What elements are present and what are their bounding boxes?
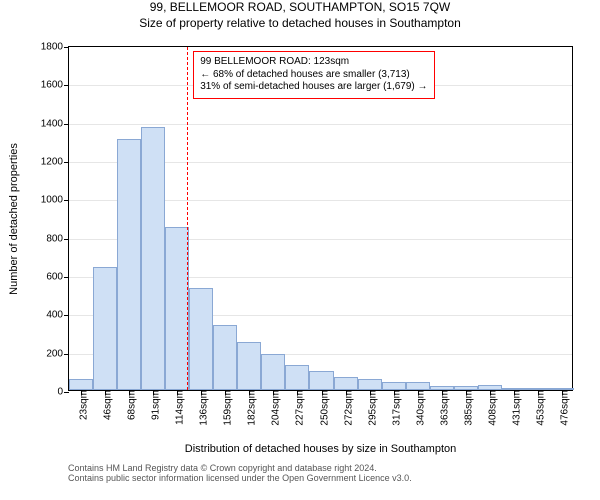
y-tick-label: 400 [46, 310, 69, 321]
x-tick-label: 250sqm [313, 390, 330, 426]
annotation-line: ← 68% of detached houses are smaller (3,… [200, 69, 427, 82]
x-tick-label: 23sqm [73, 390, 90, 420]
x-tick-label: 476sqm [553, 390, 570, 426]
histogram-bar [358, 379, 382, 391]
histogram-bar [213, 325, 237, 390]
histogram-bar [165, 227, 189, 390]
histogram-bar [237, 342, 261, 390]
x-tick-label: 453sqm [529, 390, 546, 426]
x-tick-label: 431sqm [505, 390, 522, 426]
x-tick-label: 227sqm [289, 390, 306, 426]
chart-title: 99, BELLEMOOR ROAD, SOUTHAMPTON, SO15 7Q… [0, 0, 600, 16]
chart-subtitle: Size of property relative to detached ho… [0, 16, 600, 32]
x-tick-label: 68sqm [121, 390, 138, 420]
histogram-bar [406, 382, 430, 390]
y-tick-label: 200 [46, 348, 69, 359]
x-tick-label: 204sqm [265, 390, 282, 426]
reference-line [187, 47, 188, 390]
y-tick-label: 800 [46, 233, 69, 244]
histogram-bar [285, 365, 309, 390]
x-tick-label: 317sqm [385, 390, 402, 426]
x-tick-label: 340sqm [409, 390, 426, 426]
chart-plot-area: 02004006008001000120014001600180023sqm46… [68, 46, 573, 391]
footer-line-2: Contains public sector information licen… [68, 473, 412, 483]
annotation-line: 99 BELLEMOOR ROAD: 123sqm [200, 56, 427, 69]
x-tick-label: 159sqm [217, 390, 234, 426]
histogram-bar [93, 267, 117, 390]
histogram-bar [117, 139, 141, 390]
annotation-line: 31% of semi-detached houses are larger (… [200, 81, 427, 94]
x-tick-label: 136sqm [193, 390, 210, 426]
x-tick-label: 295sqm [361, 390, 378, 426]
footer-attribution: Contains HM Land Registry data © Crown c… [68, 463, 412, 483]
histogram-bar [334, 377, 358, 390]
x-axis-title: Distribution of detached houses by size … [68, 443, 573, 455]
histogram-bar [189, 288, 213, 390]
y-tick-label: 1600 [41, 80, 69, 91]
annotation-box: 99 BELLEMOOR ROAD: 123sqm← 68% of detach… [193, 51, 434, 99]
histogram-bar [309, 371, 333, 390]
histogram-bar [69, 379, 93, 391]
y-tick-label: 1000 [41, 195, 69, 206]
y-tick-label: 1800 [41, 42, 69, 53]
x-tick-label: 385sqm [457, 390, 474, 426]
y-tick-label: 0 [57, 387, 69, 398]
x-tick-label: 363sqm [433, 390, 450, 426]
x-tick-label: 408sqm [481, 390, 498, 426]
y-tick-label: 1400 [41, 118, 69, 129]
x-tick-label: 182sqm [241, 390, 258, 426]
x-tick-label: 91sqm [145, 390, 162, 420]
histogram-bar [141, 127, 165, 390]
y-tick-label: 600 [46, 272, 69, 283]
footer-line-1: Contains HM Land Registry data © Crown c… [68, 463, 412, 473]
y-axis-title: Number of detached properties [8, 143, 20, 295]
x-tick-label: 46sqm [97, 390, 114, 420]
gridline [69, 124, 572, 125]
y-tick-label: 1200 [41, 157, 69, 168]
x-tick-label: 114sqm [169, 390, 186, 425]
x-tick-label: 272sqm [337, 390, 354, 426]
histogram-bar [382, 382, 406, 390]
histogram-bar [261, 354, 285, 390]
